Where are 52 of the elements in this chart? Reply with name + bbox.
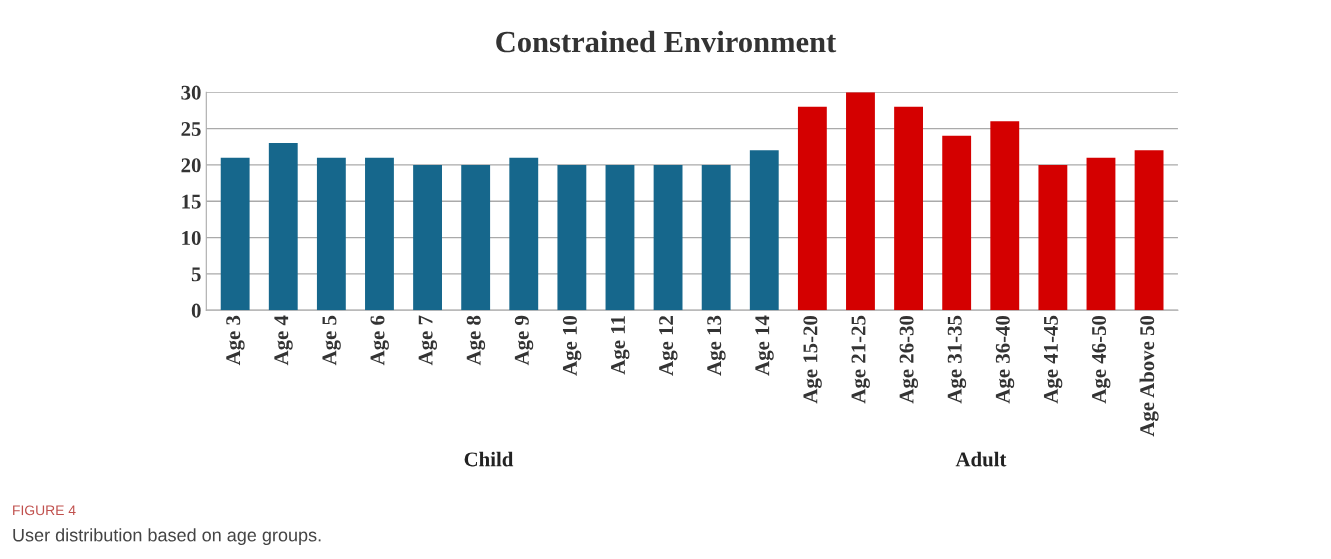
x-tick-label: Age 14 [755, 315, 774, 376]
x-tick-label: Age 31-35 [947, 315, 967, 404]
bar [653, 164, 683, 311]
bar [509, 157, 539, 311]
bar [942, 135, 972, 311]
x-tick-label: Age 6 [370, 315, 389, 366]
bar [797, 106, 827, 311]
y-tick-label: 25 [181, 122, 201, 136]
bar [1134, 150, 1164, 311]
text: Adult [955, 451, 1007, 467]
x-tick-label: Age 36-40 [995, 315, 1015, 404]
x-tick-label: Age 26-30 [899, 315, 919, 404]
text: User distribution based on age groups. [13, 528, 321, 546]
bar [894, 106, 923, 311]
x-tick-label: Age 4 [274, 315, 293, 366]
x-tick-label: Age 21-25 [851, 315, 870, 404]
y-tick-label: 15 [182, 194, 201, 209]
bar [268, 143, 298, 311]
y-tick-label: 0 [191, 303, 201, 318]
x-tick-label: Age 9 [514, 315, 534, 366]
y-tick-label: 10 [182, 230, 201, 246]
bar [701, 164, 731, 311]
x-tick-label: Age 5 [322, 315, 341, 366]
text: Child [464, 451, 514, 467]
x-tick-label: Age 11 [611, 316, 630, 375]
bar [605, 164, 635, 311]
x-tick-label: Age 10 [562, 315, 582, 376]
x-tick-label: Age 46-50 [1091, 315, 1111, 404]
bar [990, 121, 1020, 311]
y-tick-label: 20 [181, 158, 201, 173]
y-tick-label: 30 [181, 85, 201, 100]
x-tick-label: Age 13 [707, 315, 726, 376]
bar [749, 150, 779, 311]
bar [365, 157, 394, 311]
bar [846, 92, 875, 311]
bar [1086, 157, 1116, 311]
bar [1038, 164, 1068, 311]
bar [220, 157, 250, 311]
x-tick-label: Age Above 50 [1139, 315, 1159, 437]
x-tick-label: Age 41-45 [1043, 315, 1063, 404]
x-tick-label: Age 8 [466, 315, 486, 366]
x-tick-label: Age 12 [659, 316, 678, 376]
y-tick-label: 5 [191, 267, 201, 282]
bar [413, 164, 442, 311]
x-tick-label: Age 7 [418, 315, 438, 366]
x-tick-label: Age 3 [226, 315, 245, 366]
bar [316, 157, 346, 311]
caption: FIGURE 4 [13, 505, 76, 516]
chart-title: Constrained Environment [496, 30, 837, 53]
bar [557, 164, 587, 311]
x-tick-label: Age 15-20 [803, 315, 822, 404]
bar [461, 164, 491, 311]
